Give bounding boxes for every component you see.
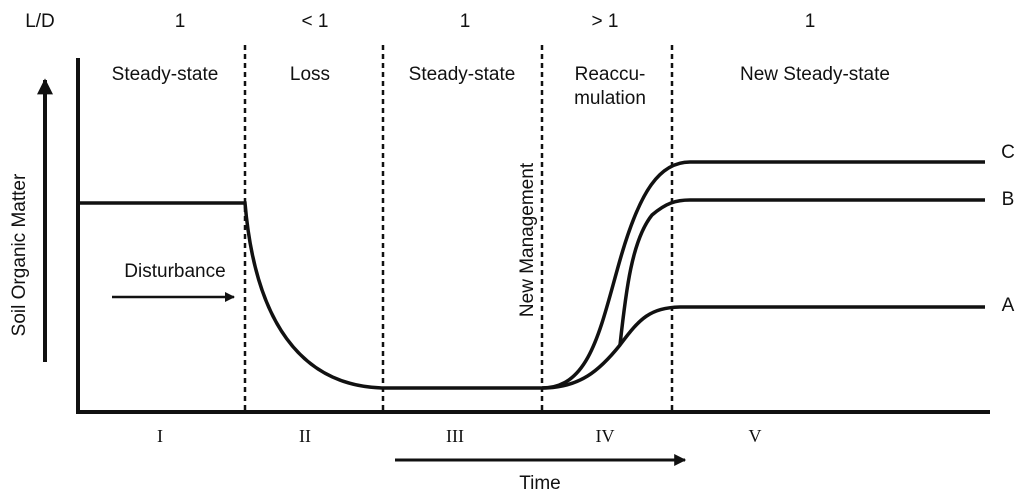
disturbance-label: Disturbance [124,261,225,282]
curve-b [618,198,985,346]
phase-numeral: V [749,426,762,446]
phase-name: New Steady-state [740,64,890,85]
phase-name: Steady-state [112,64,219,85]
x-axis-label: Time [519,473,561,494]
phase-numeral: II [299,426,311,446]
management-label: New Management [517,162,538,317]
phase-name: Loss [290,64,330,85]
base-curve [78,201,542,390]
phase-ratio: 1 [175,11,186,32]
curve-label: C [1001,142,1015,163]
curve-c [541,160,985,390]
phase-numeral: I [157,426,163,446]
phase-numeral: III [446,426,464,446]
phase-ratio: > 1 [592,11,619,32]
phase-ratio: 1 [460,11,471,32]
phase-numeral: IV [596,426,615,446]
ratio-label: L/D [25,11,55,32]
y-axis-label: Soil Organic Matter [9,173,30,336]
curve-label: B [1002,189,1015,210]
curve-label: A [1002,295,1015,316]
phases: 1 Steady-state I < 1 Loss II 1 Steady-state III >… [112,11,890,446]
phase-name: mulation [574,88,646,109]
curve-a [541,305,985,390]
phase-name: Steady-state [409,64,516,85]
phase-ratio: < 1 [302,11,329,32]
phase-name: Reaccu- [575,64,646,85]
phase-ratio: 1 [805,11,816,32]
